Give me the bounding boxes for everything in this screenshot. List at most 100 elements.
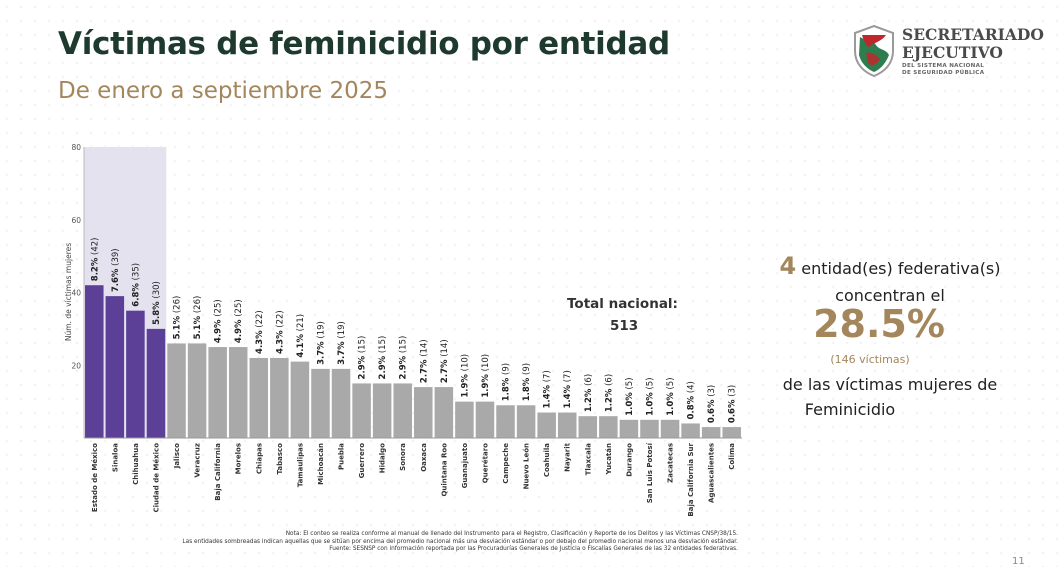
category-label: Michoacán [317,443,325,485]
data-label-percent: 4.1% [296,334,306,358]
data-label: 5.1% (26) [173,296,183,340]
data-label: 4.9% (25) [234,299,244,343]
page-title: Víctimas de feminicidio por entidad [58,26,670,62]
category-label: Baja California [214,443,222,501]
data-label: 2.9% (15) [358,336,368,380]
data-label: 0.6% (3) [728,385,738,423]
secretariado-logo: SECRETARIADO EJECUTIVO DEL SISTEMA NACIO… [850,25,1050,83]
category-label: Sinaloa [111,443,119,472]
category-label: Tamaulipas [296,443,304,487]
bar-20 [496,405,515,438]
data-label-count: (6) [584,374,594,389]
data-label: 2.9% (15) [399,336,409,380]
data-label: 1.0% (5) [625,377,635,415]
data-label-count: (10) [460,354,470,374]
bar-17 [434,387,454,438]
data-label: 5.1% (26) [193,296,203,340]
category-label: Durango [625,443,633,477]
data-label-percent: 1.0% [645,392,655,416]
category-label: Campeche [502,443,510,484]
footnote-line1: Nota: El conteo se realiza conforme al m… [285,531,738,537]
data-label-percent: 4.3% [255,330,265,354]
bar-6 [208,347,227,438]
data-label-count: (10) [481,354,491,374]
category-label: Veracruz [194,443,202,478]
bar-27 [640,419,659,438]
bar-3 [146,328,166,438]
data-label: 2.7% (14) [419,339,429,383]
data-label-count: (9) [502,363,512,378]
data-label: 1.2% (6) [604,374,614,412]
data-label-percent: 0.8% [687,395,697,419]
data-label-percent: 4.9% [214,319,224,343]
summary-percent: 28.5% [813,302,945,346]
category-label: Quintana Roo [440,443,448,497]
category-label: Chihuahua [132,443,140,485]
category-label: Guanajuato [461,443,469,489]
bar-19 [475,401,495,438]
data-label-percent: 0.6% [728,399,738,423]
data-label-percent: 1.0% [666,392,676,416]
data-label: 3.7% (19) [337,321,347,365]
bar-18 [455,401,474,438]
data-label-percent: 1.9% [460,374,470,398]
category-label: Jalisco [173,443,181,469]
data-label: 1.2% (6) [584,374,594,412]
data-label-count: (26) [173,296,183,316]
data-label-percent: 2.9% [358,355,368,379]
category-label: Tabasco [276,443,284,475]
data-label-count: (15) [358,336,368,356]
data-label-percent: 3.7% [316,341,326,365]
data-label-percent: 2.9% [378,355,388,379]
page-subtitle: De enero a septiembre 2025 [58,78,389,104]
y-axis-label: Núm. de víctimas mujeres [64,243,73,341]
bar-5 [187,343,207,438]
category-label: Querétaro [481,443,489,483]
data-label-percent: 0.6% [707,399,717,423]
data-label-count: (5) [625,377,635,392]
data-label-count: (7) [563,370,573,385]
data-label: 1.4% (7) [563,370,573,408]
data-label-percent: 5.8% [152,301,162,325]
data-label-percent: 2.9% [399,355,409,379]
data-label-percent: 1.4% [563,384,573,408]
data-label-percent: 1.9% [481,374,491,398]
data-label: 1.0% (5) [645,377,655,415]
bar-13 [352,383,371,438]
bar-28 [660,419,680,438]
data-label-count: (25) [214,299,224,319]
category-label: Colima [728,443,736,470]
data-label-percent: 1.8% [522,377,532,401]
logo-text-line3: DEL SISTEMA NACIONAL [902,63,985,69]
category-label: Coahuila [543,443,551,477]
category-label: Estado de México [91,443,99,512]
bar-14 [372,383,392,438]
data-label-count: (22) [275,310,285,330]
data-label: 0.8% (4) [687,381,697,419]
category-label: Nayarit [564,442,572,472]
bar-4 [167,343,186,438]
y-tick-label: 60 [71,216,81,225]
data-label: 5.8% (30) [152,281,162,325]
data-label-percent: 2.7% [440,359,450,383]
data-label-count: (39) [111,248,121,268]
summary-count: 4 [779,252,797,280]
data-label: 1.9% (10) [460,354,470,398]
data-label-count: (22) [255,310,265,330]
page-number: 11 [1012,556,1025,567]
category-label: Guerrero [358,443,366,479]
category-label: Nuevo León [523,443,531,489]
category-label: San Luis Potosí [646,442,654,503]
data-label-count: (21) [296,314,306,334]
data-label-count: (9) [522,363,532,378]
data-label-percent: 5.1% [173,315,183,339]
bar-26 [619,419,639,438]
data-label-percent: 4.9% [234,319,244,343]
data-label-count: (19) [316,321,326,341]
footnote-line3: Fuente: SESNSP con información reportada… [329,546,738,553]
bar-25 [599,416,618,438]
category-label: Morelos [235,443,243,474]
category-label: Oaxaca [420,443,428,472]
data-label-count: (15) [399,336,409,356]
